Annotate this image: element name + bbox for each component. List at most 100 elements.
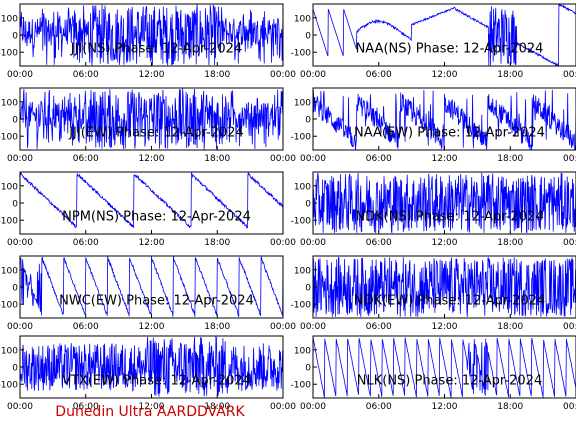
y-tick-label: -100 xyxy=(291,49,312,59)
x-tick-label: 06:00 xyxy=(366,238,392,248)
panel-title: NDK(NS) Phase: 12-Apr-2024 xyxy=(355,209,543,224)
x-tick-label: 00:00 xyxy=(300,238,326,248)
x-tick-label: 00:00 xyxy=(563,70,576,80)
x-tick-label: 06:00 xyxy=(73,154,99,164)
phase-panel-6: 100 0 -100 00:00 06:00 12:00 18:00 00:00 NDK(NS)… xyxy=(291,171,576,248)
phase-panel-9: 100 0 -100 00:00 06:00 12:00 18:00 00:00 VTX(EW)… xyxy=(0,335,296,412)
x-tick-label: 18:00 xyxy=(204,402,230,412)
panel-title: NPM(NS) Phase: 12-Apr-2024 xyxy=(62,209,251,224)
x-tick-label: 00:00 xyxy=(270,154,296,164)
panel-title: NWC(EW) Phase: 12-Apr-2024 xyxy=(59,293,254,308)
x-tick-label: 00:00 xyxy=(7,322,33,332)
y-tick-label: -100 xyxy=(0,301,18,311)
plot-frame xyxy=(312,3,576,67)
x-tick-label: 06:00 xyxy=(366,402,392,412)
x-tick-label: 06:00 xyxy=(366,322,392,332)
phase-panel-5: 100 0 -100 00:00 06:00 12:00 18:00 00:00 NPM(NS)… xyxy=(0,171,296,248)
plot-frame xyxy=(312,335,576,399)
phase-trace xyxy=(313,89,576,150)
panel-title: VTX(EW) Phase: 12-Apr-2024 xyxy=(62,373,251,388)
y-tick-label: 100 xyxy=(294,346,311,356)
x-tick-label: 00:00 xyxy=(300,402,326,412)
x-tick-label: 00:00 xyxy=(300,70,326,80)
x-tick-label: 00:00 xyxy=(7,402,33,412)
panel-title: NAA(NS) Phase: 12-Apr-2024 xyxy=(356,41,544,56)
x-tick-label: 18:00 xyxy=(497,402,523,412)
x-tick-label: 06:00 xyxy=(366,70,392,80)
phase-panel-10: 100 0 -100 00:00 06:00 12:00 18:00 00:00 NLK(NS)… xyxy=(291,335,576,412)
x-tick-label: 12:00 xyxy=(139,402,165,412)
x-tick-label: 18:00 xyxy=(204,238,230,248)
phase-panel-3: 100 0 -100 00:00 06:00 12:00 18:00 00:00 JJI(EW)… xyxy=(0,87,296,164)
x-tick-label: 18:00 xyxy=(497,154,523,164)
x-tick-label: 18:00 xyxy=(497,322,523,332)
x-tick-label: 00:00 xyxy=(270,238,296,248)
phase-panel-8: 100 0 -100 00:00 06:00 12:00 18:00 00:00 NDK(EW)… xyxy=(291,255,576,332)
y-tick-label: 0 xyxy=(305,364,311,374)
panel-title: JJI(EW) Phase: 12-Apr-2024 xyxy=(68,125,244,140)
y-tick-label: 100 xyxy=(294,182,311,192)
x-tick-label: 06:00 xyxy=(73,238,99,248)
y-tick-label: 0 xyxy=(12,284,18,294)
phase-panel-1: 100 0 -100 00:00 06:00 12:00 18:00 00:00 JJI(NS)… xyxy=(0,3,296,80)
x-tick-label: 12:00 xyxy=(432,322,458,332)
x-tick-label: 00:00 xyxy=(270,70,296,80)
y-tick-label: 100 xyxy=(294,98,311,108)
x-tick-label: 18:00 xyxy=(204,322,230,332)
y-tick-label: -100 xyxy=(291,133,312,143)
x-tick-label: 18:00 xyxy=(497,238,523,248)
phase-trace xyxy=(20,256,283,317)
x-tick-label: 00:00 xyxy=(270,402,296,412)
x-tick-label: 12:00 xyxy=(432,402,458,412)
footer-label: Dunedin Ultra AARDDVARK xyxy=(55,404,245,420)
y-tick-label: 0 xyxy=(12,32,18,42)
y-tick-label: 0 xyxy=(305,32,311,42)
y-tick-label: -100 xyxy=(0,133,18,143)
x-tick-label: 18:00 xyxy=(204,154,230,164)
x-tick-label: 00:00 xyxy=(563,154,576,164)
phase-trace xyxy=(20,4,283,66)
y-tick-label: 100 xyxy=(1,346,18,356)
phase-panel-4: 100 0 -100 00:00 06:00 12:00 18:00 00:00 NAA(EW)… xyxy=(291,87,576,164)
phase-trace xyxy=(313,337,576,398)
x-tick-label: 00:00 xyxy=(563,238,576,248)
phase-trace xyxy=(20,336,283,397)
y-tick-label: 100 xyxy=(1,182,18,192)
y-tick-label: 0 xyxy=(305,116,311,126)
panel-title: NAA(EW) Phase: 12-Apr-2024 xyxy=(354,125,545,140)
x-tick-label: 12:00 xyxy=(432,238,458,248)
phase-trace xyxy=(20,88,283,150)
x-tick-label: 18:00 xyxy=(497,70,523,80)
x-tick-label: 12:00 xyxy=(139,238,165,248)
x-tick-label: 18:00 xyxy=(204,70,230,80)
panel-title: NDK(EW) Phase: 12-Apr-2024 xyxy=(354,293,545,308)
y-tick-label: -100 xyxy=(291,217,312,227)
x-tick-label: 00:00 xyxy=(270,322,296,332)
x-tick-label: 00:00 xyxy=(300,154,326,164)
panel-title: NLK(NS) Phase: 12-Apr-2024 xyxy=(357,373,542,388)
x-tick-label: 12:00 xyxy=(139,322,165,332)
y-tick-label: 100 xyxy=(1,98,18,108)
y-tick-label: -100 xyxy=(291,301,312,311)
y-tick-label: 100 xyxy=(1,14,18,24)
x-tick-label: 00:00 xyxy=(563,402,576,412)
y-tick-label: 100 xyxy=(294,266,311,276)
plot-frame xyxy=(19,171,284,235)
y-tick-label: 0 xyxy=(305,284,311,294)
phase-trace xyxy=(313,4,576,66)
phase-panel-2: 100 0 -100 00:00 06:00 12:00 18:00 00:00 NAA(NS)… xyxy=(291,3,576,80)
panel-title: JJI(NS) Phase: 12-Apr-2024 xyxy=(70,41,242,56)
x-tick-label: 12:00 xyxy=(432,70,458,80)
y-tick-label: -100 xyxy=(0,49,18,59)
x-tick-label: 00:00 xyxy=(300,322,326,332)
x-tick-label: 00:00 xyxy=(7,154,33,164)
y-tick-label: 100 xyxy=(294,14,311,24)
phase-trace xyxy=(20,172,283,229)
phase-trace xyxy=(313,172,576,234)
y-tick-label: -100 xyxy=(0,217,18,227)
phase-panel-7: 100 0 -100 00:00 06:00 12:00 18:00 00:00 NWC(EW)… xyxy=(0,255,296,332)
phase-trace xyxy=(313,256,576,317)
x-tick-label: 00:00 xyxy=(7,70,33,80)
y-tick-label: 0 xyxy=(12,116,18,126)
y-tick-label: 0 xyxy=(12,200,18,210)
